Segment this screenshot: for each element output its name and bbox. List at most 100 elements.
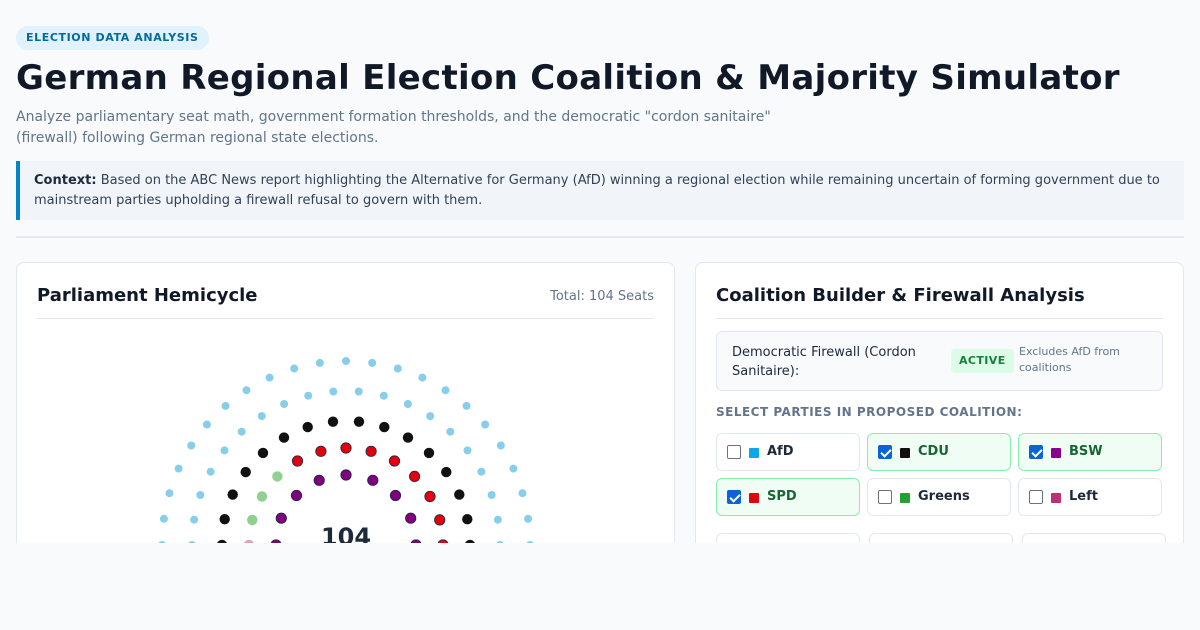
seat-dot-cdu — [257, 447, 269, 459]
seat-dot-afd — [190, 515, 199, 524]
seat-dot-cdu — [327, 416, 339, 427]
seat-dot-afd — [174, 464, 183, 473]
party-option-bsw[interactable]: BSW — [1018, 433, 1162, 471]
seat-dot-afd — [477, 467, 486, 476]
seat-dot-afd — [518, 489, 527, 498]
seat-dot-greens — [256, 491, 268, 502]
seat-dot-cdu — [379, 421, 390, 433]
hemicycle-title: Parliament Hemicycle — [37, 285, 258, 306]
seat-dot-spd — [408, 470, 421, 482]
party-color-swatch — [900, 493, 910, 503]
hemicycle-card-header: Parliament Hemicycle Total: 104 Seats — [37, 263, 654, 319]
party-checkbox[interactable] — [878, 490, 892, 504]
party-checkbox[interactable] — [1029, 445, 1043, 459]
seat-dot-bsw — [389, 489, 402, 502]
seat-dot-afd — [463, 446, 472, 455]
seat-dot-spd — [340, 442, 352, 454]
seat-dot-afd — [418, 373, 427, 382]
seat-dot-bsw — [275, 512, 287, 524]
seat-dot-cdu — [217, 539, 227, 543]
party-option-left[interactable]: Left — [1018, 478, 1162, 516]
firewall-label: Democratic Firewall (Cordon Sanitaire): — [732, 345, 916, 379]
party-color-swatch — [900, 448, 910, 458]
firewall-note: Excludes AfD from coalitions — [1019, 345, 1120, 374]
seat-dot-greens — [272, 471, 283, 482]
seat-dot-afd — [237, 427, 246, 436]
party-name: AfD — [767, 444, 794, 459]
party-option-placeholder — [869, 533, 1013, 543]
seat-dot-bsw — [290, 489, 303, 502]
party-option-cdu[interactable]: CDU — [867, 433, 1011, 471]
seat-dot-cdu — [462, 514, 473, 525]
seat-dot-bsw — [410, 539, 422, 543]
party-color-swatch — [1051, 493, 1061, 503]
section-divider — [16, 236, 1184, 238]
seat-dot-cdu — [227, 489, 238, 500]
seat-dot-afd — [329, 387, 338, 396]
seat-dot-cdu — [423, 447, 435, 459]
hemicycle-center-value: 104 — [321, 523, 371, 543]
seat-dot-afd — [354, 387, 363, 396]
seat-dot-afd — [290, 364, 299, 373]
party-option-spd[interactable]: SPD — [716, 478, 860, 516]
coalition-card-header: Coalition Builder & Firewall Analysis — [716, 263, 1163, 319]
seat-dot-afd — [426, 412, 435, 421]
seat-dot-afd — [487, 491, 496, 499]
party-option-placeholder — [716, 533, 860, 543]
party-checkbox[interactable] — [878, 445, 892, 459]
seat-dot-afd — [403, 400, 412, 408]
seat-dot-afd — [496, 541, 504, 543]
seat-dot-afd — [206, 467, 215, 476]
seat-dot-afd — [441, 386, 450, 395]
seat-dot-cdu — [353, 416, 365, 427]
seat-dot-afd — [265, 373, 274, 382]
seat-dot-afd — [158, 541, 166, 543]
page-title: German Regional Election Coalition & Maj… — [16, 58, 1120, 98]
party-name: SPD — [767, 489, 797, 504]
seat-dot-afd — [496, 441, 505, 450]
party-select-label: SELECT PARTIES IN PROPOSED COALITION: — [716, 405, 1023, 419]
party-checkbox[interactable] — [727, 490, 741, 504]
party-checkbox[interactable] — [727, 445, 741, 459]
seat-dot-afd — [196, 491, 205, 499]
seat-dot-afd — [221, 401, 230, 410]
seat-dot-spd — [437, 539, 449, 543]
firewall-status-badge[interactable]: ACTIVE — [951, 349, 1014, 373]
seat-dot-afd — [462, 401, 471, 410]
seat-dot-afd — [188, 541, 196, 543]
seat-dot-afd — [165, 489, 174, 498]
seat-dot-greens — [247, 514, 258, 526]
seat-dot-afd — [257, 412, 266, 421]
seat-dot-afd — [379, 391, 388, 400]
seat-dot-afd — [526, 541, 534, 543]
seat-dot-cdu — [302, 421, 313, 433]
coalition-title: Coalition Builder & Firewall Analysis — [716, 285, 1085, 306]
seat-dot-cdu — [219, 514, 230, 525]
seat-dot-afd — [187, 441, 196, 450]
party-option-greens[interactable]: Greens — [867, 478, 1011, 516]
seat-dot-afd — [368, 358, 377, 367]
party-color-swatch — [749, 493, 759, 503]
seat-dot-afd — [524, 514, 533, 523]
total-seats-label: Total: 104 Seats — [550, 289, 654, 304]
app-viewport: ELECTION DATA ANALYSIS German Regional E… — [0, 0, 1200, 543]
seat-dot-afd — [509, 464, 518, 473]
seat-dot-afd — [481, 420, 490, 429]
party-name: CDU — [918, 444, 949, 459]
seat-dot-afd — [315, 358, 324, 367]
party-option-afd[interactable]: AfD — [716, 433, 860, 471]
party-checkbox[interactable] — [1029, 490, 1043, 504]
seat-dot-afd — [242, 386, 251, 395]
seat-dot-afd — [493, 515, 502, 524]
seat-dot-bsw — [405, 512, 417, 524]
seat-dot-afd — [342, 357, 350, 365]
section-badge: ELECTION DATA ANALYSIS — [16, 26, 209, 50]
firewall-panel: Democratic Firewall (Cordon Sanitaire): … — [716, 331, 1163, 391]
seat-dot-bsw — [340, 469, 352, 481]
seat-dot-spd — [291, 455, 304, 467]
seat-dot-left — [244, 539, 254, 543]
seat-dot-afd — [393, 364, 402, 373]
party-option-placeholder — [1022, 533, 1166, 543]
seat-dot-spd — [434, 514, 446, 526]
party-name: Left — [1069, 489, 1098, 504]
